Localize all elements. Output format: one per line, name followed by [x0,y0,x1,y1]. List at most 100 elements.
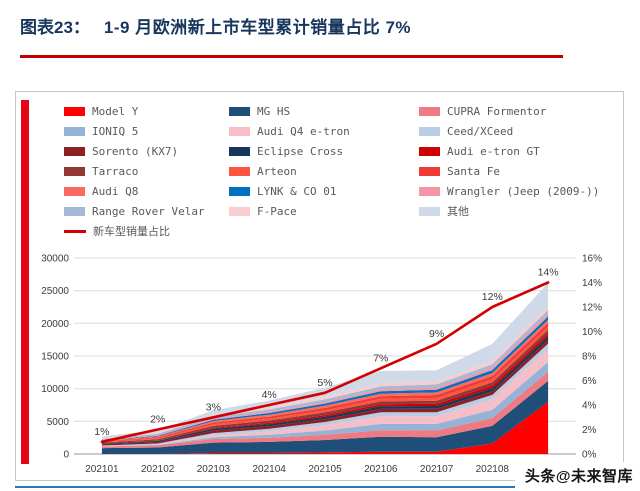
svg-text:202105: 202105 [308,464,342,475]
svg-text:10000: 10000 [41,384,69,395]
svg-text:5000: 5000 [47,417,70,428]
legend-label: Tarraco [92,164,139,178]
chart-panel: Model Y MG HS CUPRA Formentor IONIQ 5 Audi Q… [15,91,624,481]
legend-item: 其他 [419,201,634,221]
legend-swatch [64,106,85,116]
legend-label: CUPRA Formentor [447,104,547,118]
legend-label: LYNK & CO 01 [257,184,337,198]
svg-text:4%: 4% [262,389,277,401]
legend-swatch [229,206,250,216]
legend-line-swatch [64,229,86,233]
svg-text:16%: 16% [582,254,602,265]
svg-text:202104: 202104 [253,464,287,475]
legend-item: Arteon [229,161,419,181]
legend-item: Eclipse Cross [229,141,419,161]
legend-item: Wrangler (Jeep (2009-)) [419,181,634,201]
svg-text:15000: 15000 [41,352,69,363]
svg-text:30000: 30000 [41,254,69,265]
legend-item: Audi Q4 e-tron [229,121,419,141]
svg-text:1%: 1% [94,426,109,438]
chart-legend: Model Y MG HS CUPRA Formentor IONIQ 5 Audi Q… [64,101,634,241]
watermark: 头条@未来智库 [514,462,636,491]
legend-label: MG HS [257,104,291,118]
svg-text:2%: 2% [582,425,597,436]
svg-text:3%: 3% [206,401,221,413]
svg-text:202101: 202101 [85,464,119,475]
legend-item: Range Rover Velar [64,201,229,221]
legend-item: Model Y [64,101,229,121]
figure-title: 1-9 月欧洲新上市车型累计销量占比 7% [103,18,412,37]
legend-item: Sorento (KX7) [64,141,229,161]
svg-text:202102: 202102 [141,464,175,475]
svg-text:12%: 12% [582,303,602,314]
svg-text:12%: 12% [482,291,503,303]
legend-label: F-Pace [257,204,297,218]
svg-text:8%: 8% [582,352,597,363]
svg-text:7%: 7% [373,352,388,364]
legend-swatch [229,106,250,116]
legend-item: Ceed/XCeed [419,121,634,141]
svg-text:20000: 20000 [41,319,69,330]
legend-swatch [229,126,250,136]
figure-header: 图表23： 1-9 月欧洲新上市车型累计销量占比 7% [20,13,411,38]
legend-item: IONIQ 5 [64,121,229,141]
legend-label: Eclipse Cross [257,144,344,158]
svg-text:202103: 202103 [197,464,231,475]
footer-rule [15,486,624,488]
legend-label: Audi Q4 e-tron [257,124,350,138]
legend-swatch [64,206,85,216]
legend-swatch [229,166,250,176]
legend-swatch [419,126,440,136]
legend-swatch [419,186,440,196]
legend-item: Audi Q8 [64,181,229,201]
legend-swatch [229,146,250,156]
svg-text:10%: 10% [582,327,602,338]
svg-text:202107: 202107 [420,464,454,475]
legend-label: Santa Fe [447,164,500,178]
legend-swatch [419,146,440,156]
legend-item: Tarraco [64,161,229,181]
legend-label: Ceed/XCeed [447,124,514,138]
legend-item: CUPRA Formentor [419,101,634,121]
stacked-area-chart: 0 5000 10000 15000 20000 25000 30000 0% 2% 4% 6% 8%… [41,254,602,476]
figure-number-label: 图表23： [20,18,90,37]
svg-text:25000: 25000 [41,286,69,297]
svg-text:9%: 9% [429,328,444,340]
svg-text:4%: 4% [582,401,597,412]
svg-text:2%: 2% [150,414,165,426]
legend-swatch [64,186,85,196]
svg-text:6%: 6% [582,376,597,387]
legend-swatch [64,166,85,176]
legend-swatch [64,146,85,156]
legend-swatch [419,106,440,116]
svg-text:202108: 202108 [476,464,510,475]
svg-text:0%: 0% [582,450,597,461]
legend-label: Wrangler (Jeep (2009-)) [447,184,600,198]
legend-label: Model Y [92,104,139,118]
legend-item: LYNK & CO 01 [229,181,419,201]
svg-text:14%: 14% [538,267,559,279]
legend-item: Audi e-tron GT [419,141,634,161]
legend-swatch [419,166,440,176]
legend-item: MG HS [229,101,419,121]
legend-label: Audi Q8 [92,184,139,198]
legend-label: Arteon [257,164,297,178]
watermark-text: 头条@未来智库 [524,468,633,485]
legend-item: Santa Fe [419,161,634,181]
legend-item-line-series: 新车型销量占比 [64,221,229,241]
title-underline-rule [20,55,563,58]
legend-swatch [229,186,250,196]
legend-label: Sorento (KX7) [92,144,179,158]
svg-text:5%: 5% [317,377,332,389]
svg-text:14%: 14% [582,278,602,289]
red-accent-bar [21,100,29,464]
svg-text:202106: 202106 [364,464,398,475]
legend-label: 其他 [447,205,469,218]
legend-swatch [419,206,440,216]
legend-swatch [64,126,85,136]
legend-label: IONIQ 5 [92,124,139,138]
legend-label: Audi e-tron GT [447,144,540,158]
svg-text:0: 0 [63,450,69,461]
legend-item: F-Pace [229,201,419,221]
legend-label: Range Rover Velar [92,204,205,218]
